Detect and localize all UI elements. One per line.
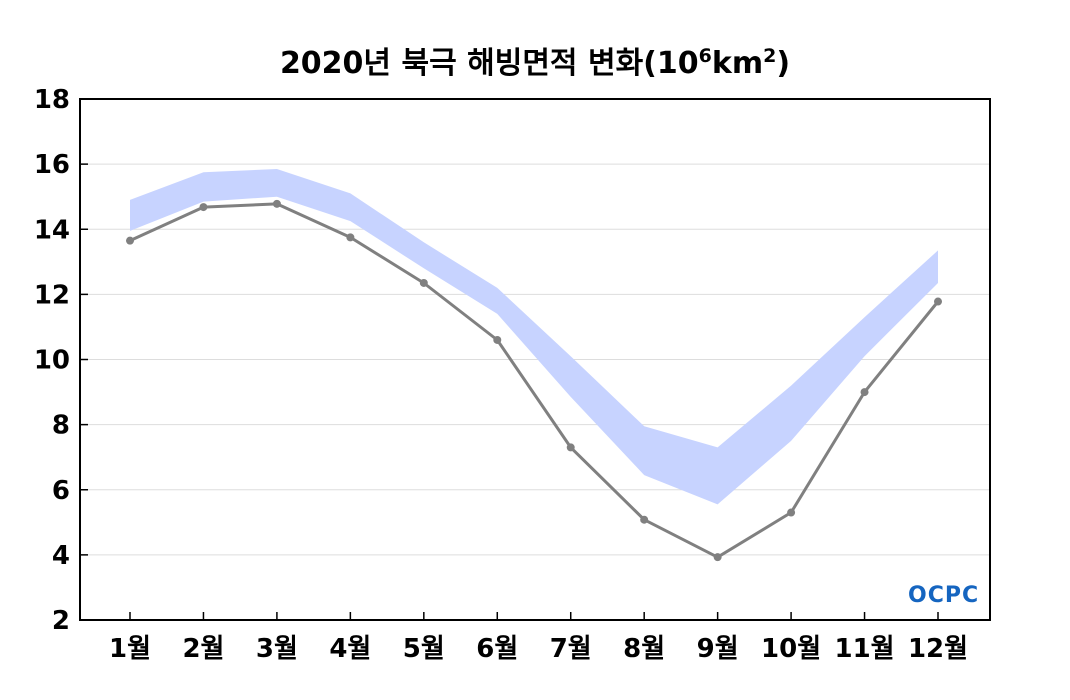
range-band: [130, 169, 938, 505]
x-tick-label-8: 8월: [623, 634, 665, 664]
x-axis-ticks: 1월 2월 3월 4월 5월 6월 7월 8월 9월 10월 11월 12월: [109, 612, 968, 664]
y-tick-label-18: 18: [34, 85, 70, 115]
data-point-9: [713, 553, 722, 562]
chart-title: 2020년 북극 해빙면적 변화(106km2): [0, 38, 1070, 82]
x-tick-label-12: 12월: [908, 634, 968, 664]
y-tick-label-6: 6: [52, 476, 70, 506]
y-tick-label-10: 10: [34, 346, 70, 376]
data-point-5: [419, 278, 428, 287]
data-point-1: [126, 236, 134, 245]
title-unit: km: [711, 46, 764, 81]
x-tick-label-1: 1월: [109, 634, 151, 664]
data-point-8: [640, 515, 649, 524]
x-tick-label-2: 2월: [182, 634, 224, 664]
y-tick-label-8: 8: [52, 411, 70, 441]
x-tick-label-7: 7월: [550, 634, 592, 664]
data-point-2: [199, 203, 208, 212]
data-point-7: [566, 443, 575, 452]
y-tick-label-16: 16: [34, 150, 70, 180]
ocpc-logo: OCPC: [908, 583, 980, 608]
title-exponent-2: 2: [763, 45, 777, 67]
y-tick-label-12: 12: [34, 280, 70, 310]
y-tick-label-2: 2: [52, 606, 70, 636]
data-point-4: [346, 233, 355, 242]
title-close-paren: ): [776, 46, 791, 81]
range-band-layer: [130, 169, 938, 505]
x-tick-label-5: 5월: [403, 634, 445, 664]
x-tick-label-11: 11월: [834, 634, 894, 664]
x-tick-label-9: 9월: [697, 634, 739, 664]
y-tick-label-14: 14: [34, 215, 70, 245]
title-exponent-6: 6: [698, 45, 712, 67]
x-tick-label-4: 4월: [329, 634, 371, 664]
data-point-10: [787, 508, 796, 517]
series-line-layer: [126, 199, 942, 562]
data-point-6: [493, 335, 502, 344]
data-point-3: [272, 199, 281, 208]
y-tick-label-4: 4: [52, 541, 70, 571]
y-axis-ticks: 2 4 6 8 10 12 14 16 18: [34, 85, 88, 636]
x-tick-label-6: 6월: [476, 634, 518, 664]
series-line-0: [129, 202, 940, 559]
data-point-12: [934, 297, 942, 306]
x-tick-label-10: 10월: [761, 634, 821, 664]
data-point-11: [860, 388, 869, 397]
x-tick-label-3: 3월: [256, 634, 298, 664]
title-text: 2020년 북극 해빙면적 변화(10: [279, 46, 699, 81]
